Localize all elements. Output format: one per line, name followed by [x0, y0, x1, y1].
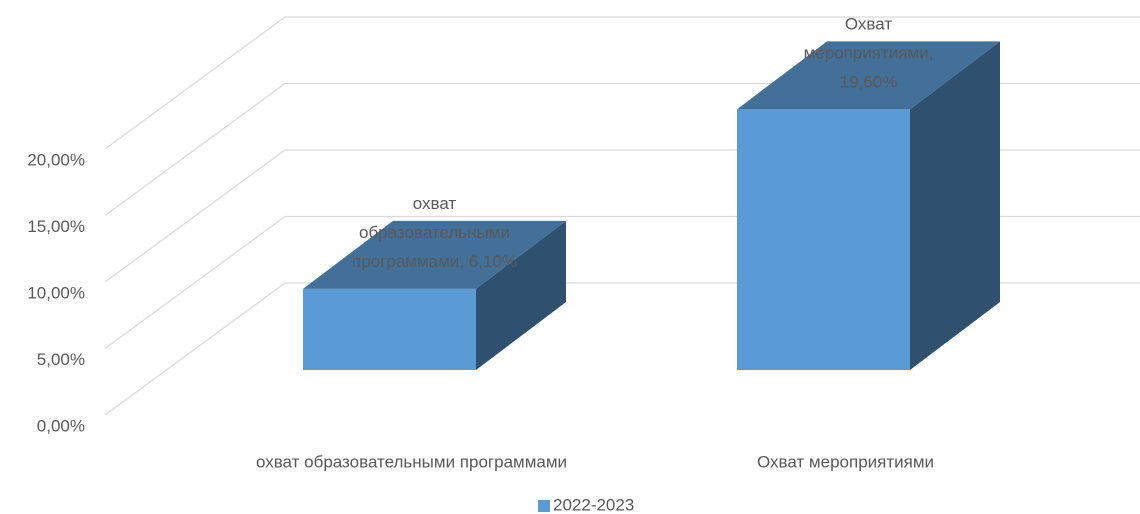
y-tick-label: 10,00% — [27, 283, 85, 302]
bar — [737, 109, 910, 370]
bar — [303, 288, 476, 370]
grid-line — [104, 16, 1140, 150]
bar-side — [476, 220, 566, 370]
y-tick-label: 15,00% — [27, 217, 85, 236]
bar-top — [303, 220, 566, 289]
bar-side — [910, 41, 1000, 370]
legend-label: 2022-2023 — [553, 495, 634, 514]
y-tick-label: 20,00% — [27, 150, 85, 169]
y-tick-label: 0,00% — [37, 416, 85, 435]
legend-swatch — [538, 500, 550, 512]
bar-top — [737, 41, 1000, 110]
x-tick-label: охват образовательными программами — [256, 452, 567, 471]
data-label: охват образовательными программами, 6,10% — [352, 194, 517, 271]
x-tick-label: Охват мероприятиями — [757, 452, 934, 471]
data-label: Охват мероприятиями, 19,60% — [804, 15, 934, 92]
y-tick-label: 5,00% — [37, 350, 85, 369]
